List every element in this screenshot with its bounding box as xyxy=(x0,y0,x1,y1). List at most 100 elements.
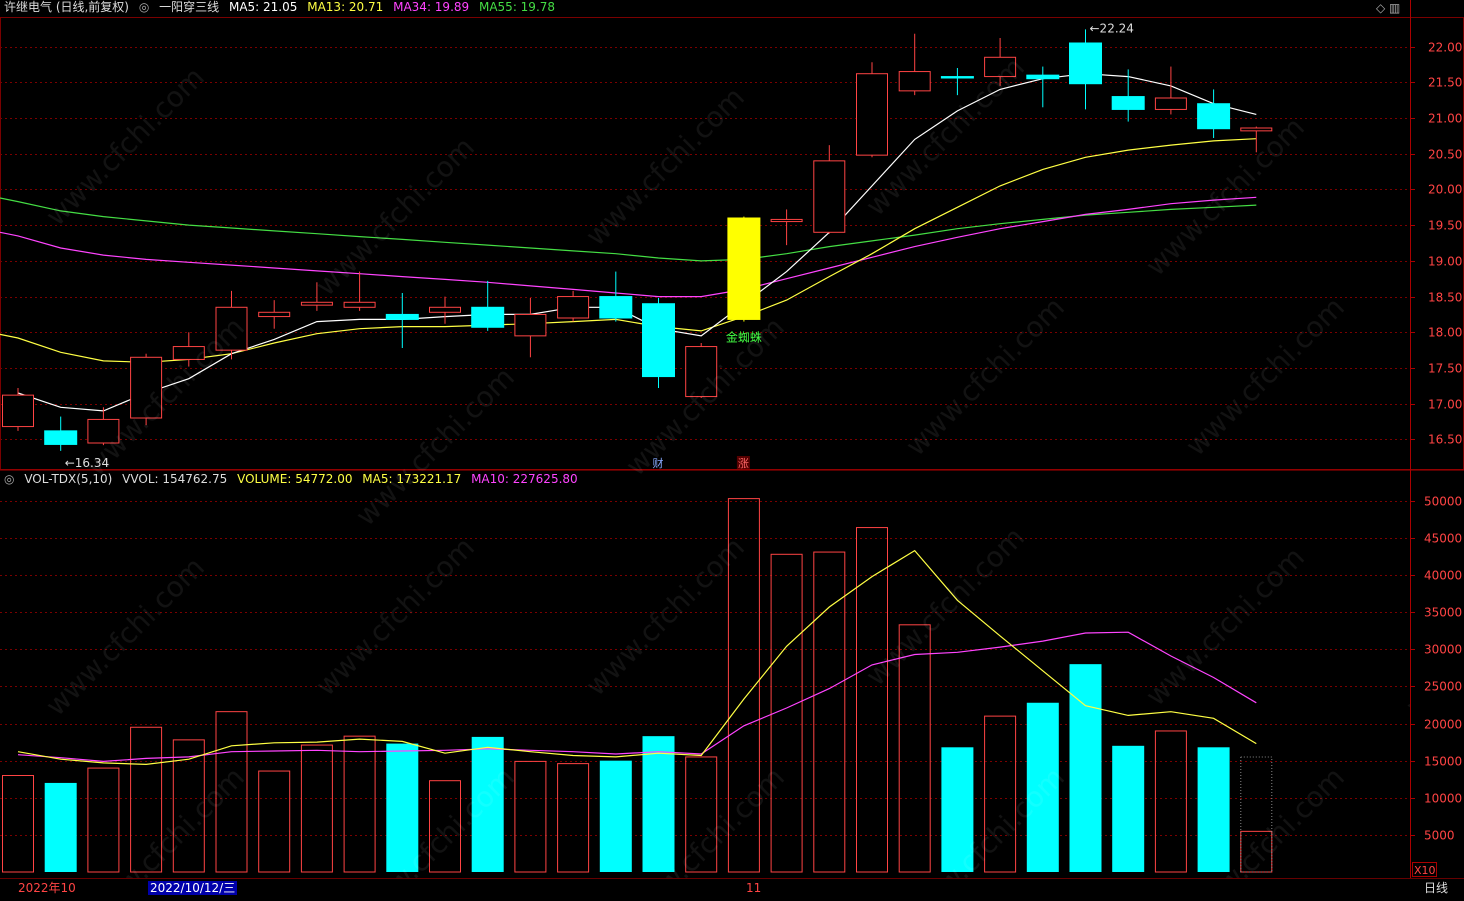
candle-body-up xyxy=(514,313,547,337)
ma13-label: MA13: 20.71 xyxy=(307,0,384,14)
candle-body-up xyxy=(1240,127,1273,132)
volume-bar-up xyxy=(557,763,590,873)
volume-bar-down xyxy=(599,760,632,872)
candle-body-down xyxy=(44,430,78,445)
volume-bar-up xyxy=(770,553,803,873)
candle-body-up xyxy=(2,394,34,428)
price-panel-header: 许继电气 (日线,前复权) ◎ 一阳穿三线 MA5: 21.05 MA13: 2… xyxy=(4,0,561,14)
candle-body-up xyxy=(813,160,846,233)
candle-body-up xyxy=(685,346,718,398)
volume-bar-down xyxy=(1197,747,1230,872)
volume-settings-icon[interactable]: ◎ xyxy=(4,472,15,486)
volume-axis-label: 40000 xyxy=(1424,569,1462,583)
high-price-annotation: ←22.24 xyxy=(1090,21,1134,35)
volume-bar-up xyxy=(685,756,718,873)
volume-bar-up xyxy=(258,770,291,873)
low-price-annotation: ←16.34 xyxy=(65,456,109,470)
volume-axis-label: 10000 xyxy=(1424,792,1462,806)
volume-axis-label: 20000 xyxy=(1424,718,1462,732)
price-axis-label: 16.50 xyxy=(1428,433,1462,447)
price-axis-label: 20.00 xyxy=(1428,183,1462,197)
price-axis-label: 18.50 xyxy=(1428,291,1462,305)
candle-body-down xyxy=(1026,74,1060,80)
candle-body-up xyxy=(87,418,120,444)
vol-ma10-label: MA10: 227625.80 xyxy=(471,472,578,486)
candle-body-up xyxy=(300,301,333,306)
price-axis-label: 17.00 xyxy=(1428,398,1462,412)
indicator-name[interactable]: 一阳穿三线 xyxy=(159,0,220,14)
volume-ma5-line xyxy=(17,549,1257,766)
candle-body-down xyxy=(642,303,675,378)
stock-name[interactable]: 许继电气 (日线,前复权) xyxy=(4,0,129,14)
volume-axis-label: 50000 xyxy=(1424,495,1462,509)
volume-bar-up xyxy=(856,527,888,873)
rise-marker: 涨 xyxy=(738,457,749,470)
volume-bar-down xyxy=(1026,702,1059,872)
price-axis-label: 17.50 xyxy=(1428,362,1462,376)
volume-bar-down xyxy=(1069,664,1102,872)
candle-body-down xyxy=(1069,42,1102,85)
candle-body-up xyxy=(770,218,803,223)
candle-body-up xyxy=(856,73,888,156)
volume-bar-down xyxy=(471,736,504,872)
month-label: 2022年10 xyxy=(18,881,76,895)
candle-body-down xyxy=(940,76,974,79)
volume-bar-down xyxy=(941,747,974,872)
candle-body-up xyxy=(172,346,205,360)
ma5-line xyxy=(17,73,1257,412)
candle-body-up xyxy=(1154,97,1187,110)
volume-bar-up xyxy=(727,498,760,873)
panel-controls-icon[interactable]: ◇ ▥ xyxy=(1376,1,1401,15)
volume-projection xyxy=(1240,756,1273,873)
period-label[interactable]: 日线 xyxy=(1424,881,1449,895)
volume-axis-label: 15000 xyxy=(1424,755,1462,769)
candle-body-down xyxy=(471,306,505,328)
volume-bar-up xyxy=(172,739,205,873)
candle-body-up xyxy=(984,56,1017,78)
volume-axis-label: 5000 xyxy=(1424,829,1455,843)
date-axis-bar[interactable]: 2022年10 2022/10/12/三 11 日线 xyxy=(0,878,1464,901)
price-axis-label: 22.00 xyxy=(1428,41,1462,55)
volume-bar-up xyxy=(215,711,248,873)
volume-bar-up xyxy=(300,744,333,873)
vvol-label: VVOL: 154762.75 xyxy=(122,472,228,486)
candle-body-down xyxy=(1111,96,1145,110)
volume-unit-box xyxy=(1412,862,1437,877)
volume-bar-down xyxy=(386,743,419,872)
vol-indicator-name[interactable]: VOL-TDX(5,10) xyxy=(24,472,113,486)
price-axis-label: 19.00 xyxy=(1428,255,1462,269)
indicator-select-icon[interactable]: ◎ xyxy=(138,0,150,14)
candle-body-up xyxy=(343,301,376,308)
volume-bar-up xyxy=(514,760,547,873)
candle-body-up xyxy=(215,306,248,351)
volume-bar-up xyxy=(87,767,120,873)
candle-body-up xyxy=(258,311,291,318)
rise-marker-box xyxy=(736,456,750,469)
volume-bar-up xyxy=(813,551,846,873)
volume-bar-down xyxy=(642,736,675,872)
candle-body-up xyxy=(898,71,931,92)
candle-body-down xyxy=(599,296,633,319)
ma13-line xyxy=(0,138,1257,363)
ma5-label: MA5: 21.05 xyxy=(228,0,298,14)
volume-ma10-line xyxy=(17,631,1257,763)
volume-bar-up xyxy=(343,735,376,873)
volume-bar-up xyxy=(1154,730,1187,873)
ma55-line xyxy=(0,197,1257,262)
nov-label: 11 xyxy=(746,881,762,895)
volume-axis-label: 45000 xyxy=(1424,532,1462,546)
volume-axis-label: 30000 xyxy=(1424,643,1462,657)
candle-body-up xyxy=(429,306,461,313)
volume-bar-down xyxy=(44,782,77,872)
candle-body-up xyxy=(557,296,590,319)
candle-body-down xyxy=(1197,103,1231,130)
volume-bar-up xyxy=(898,624,931,873)
volume-bar-up xyxy=(429,780,461,873)
ma34-line xyxy=(0,196,1257,298)
price-axis-label: 21.00 xyxy=(1428,112,1462,126)
price-axis-label: 18.00 xyxy=(1428,326,1462,340)
price-axis-label: 21.50 xyxy=(1428,76,1462,90)
finance-marker: 财 xyxy=(653,456,664,470)
vol-ma5-label: MA5: 173221.17 xyxy=(362,472,462,486)
